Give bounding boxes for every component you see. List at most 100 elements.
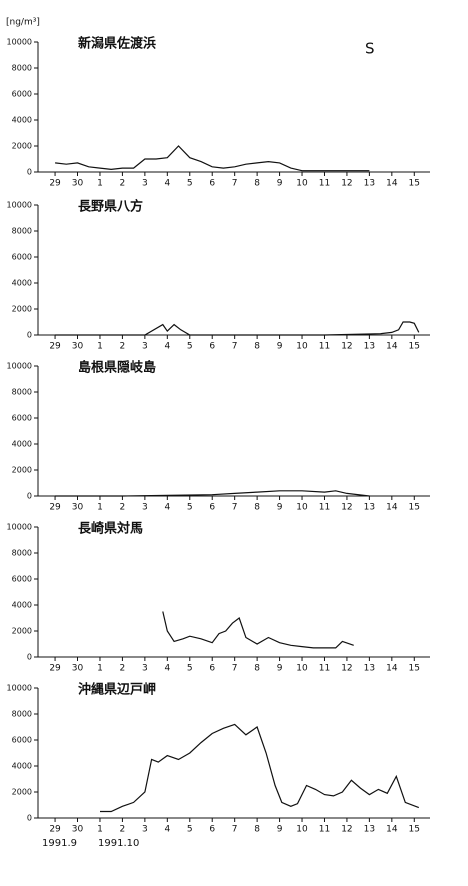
x-tick-label: 29 — [49, 825, 61, 835]
y-tick-label: 6000 — [12, 736, 32, 745]
x-tick-label: 14 — [386, 503, 398, 513]
x-tick-label: 13 — [364, 342, 375, 352]
x-tick-label: 1 — [97, 503, 103, 513]
x-tick-label: 1 — [97, 825, 103, 835]
x-tick-label: 30 — [72, 179, 84, 189]
y-tick-label: 8000 — [12, 549, 32, 558]
x-tick-label: 12 — [341, 179, 352, 189]
x-tick-label: 7 — [232, 342, 238, 352]
y-tick-label: 6000 — [12, 575, 32, 584]
y-tick-label: 6000 — [12, 414, 32, 423]
x-tick-label: 9 — [277, 179, 283, 189]
x-tick-label: 7 — [232, 503, 238, 513]
x-tick-label: 12 — [341, 825, 352, 835]
x-tick-label: 1 — [97, 179, 103, 189]
data-line — [55, 145, 370, 172]
chart-title: 島根県隠岐島 — [78, 360, 156, 376]
x-tick-label: 3 — [142, 825, 148, 835]
x-tick-label: 29 — [49, 503, 61, 513]
x-tick-label: 2 — [120, 503, 126, 513]
y-tick-label: 4000 — [12, 601, 32, 610]
x-tick-label: 4 — [164, 825, 170, 835]
x-tick-label: 11 — [319, 503, 330, 513]
x-tick-label: 11 — [319, 179, 330, 189]
x-tick-label: 30 — [72, 825, 84, 835]
x-tick-label: 15 — [409, 825, 420, 835]
x-tick-label: 15 — [409, 503, 420, 513]
y-tick-label: 8000 — [12, 388, 32, 397]
x-tick-label: 5 — [187, 179, 193, 189]
x-tick-label: 2 — [120, 664, 126, 674]
x-tick-label: 6 — [209, 342, 215, 352]
x-tick-label: 5 — [187, 825, 193, 835]
y-tick-label: 2000 — [12, 627, 32, 636]
y-tick-label: 0 — [27, 814, 32, 823]
x-tick-label: 10 — [296, 503, 308, 513]
x-tick-label: 13 — [364, 664, 375, 674]
x-tick-label: 13 — [364, 503, 375, 513]
annotation: S — [365, 40, 375, 58]
x-tick-label: 8 — [254, 664, 260, 674]
x-tick-label: 10 — [296, 179, 308, 189]
x-tick-label: 15 — [409, 179, 420, 189]
x-tick-label: 9 — [277, 342, 283, 352]
x-tick-label: 30 — [72, 503, 84, 513]
x-tick-label: 13 — [364, 179, 375, 189]
y-tick-label: 10000 — [7, 201, 32, 210]
y-tick-label: 2000 — [12, 142, 32, 151]
x-tick-label: 14 — [386, 825, 398, 835]
x-tick-label: 12 — [341, 664, 352, 674]
x-tick-label: 11 — [319, 664, 330, 674]
y-tick-label: 10000 — [7, 684, 32, 693]
chart-title: 新潟県佐渡浜 — [78, 36, 156, 52]
x-tick-label: 7 — [232, 664, 238, 674]
x-tick-label: 9 — [277, 503, 283, 513]
y-tick-label: 8000 — [12, 710, 32, 719]
y-tick-label: 6000 — [12, 90, 32, 99]
data-line — [55, 490, 370, 497]
x-tick-label: 12 — [341, 503, 352, 513]
x-tick-label: 6 — [209, 825, 215, 835]
x-tick-label: 14 — [386, 342, 398, 352]
x-tick-label: 12 — [341, 342, 352, 352]
x-tick-label: 6 — [209, 664, 215, 674]
x-tick-label: 2 — [120, 179, 126, 189]
y-tick-label: 8000 — [12, 227, 32, 236]
x-tick-label: 1 — [97, 342, 103, 352]
x-tick-label: 3 — [142, 664, 148, 674]
x-tick-label: 30 — [72, 664, 84, 674]
y-tick-label: 10000 — [7, 362, 32, 371]
x-tick-label: 8 — [254, 503, 260, 513]
x-tick-label: 11 — [319, 825, 330, 835]
date-label: 1991.10 — [98, 838, 139, 849]
y-tick-label: 6000 — [12, 253, 32, 262]
x-tick-label: 7 — [232, 179, 238, 189]
x-tick-label: 4 — [164, 664, 170, 674]
x-tick-label: 9 — [277, 825, 283, 835]
x-tick-label: 14 — [386, 179, 398, 189]
x-tick-label: 4 — [164, 342, 170, 352]
x-tick-label: 9 — [277, 664, 283, 674]
x-tick-label: 11 — [319, 342, 330, 352]
x-tick-label: 29 — [49, 179, 61, 189]
data-line — [55, 321, 420, 336]
x-tick-label: 2 — [120, 825, 126, 835]
x-tick-label: 7 — [232, 825, 238, 835]
x-tick-label: 10 — [296, 664, 308, 674]
x-tick-label: 10 — [296, 342, 308, 352]
data-line — [100, 723, 420, 813]
y-tick-label: 2000 — [12, 788, 32, 797]
x-tick-label: 6 — [209, 503, 215, 513]
chart-title: 長野県八方 — [78, 199, 143, 215]
y-tick-label: 8000 — [12, 64, 32, 73]
data-line — [162, 611, 354, 649]
x-tick-label: 29 — [49, 342, 61, 352]
x-tick-label: 6 — [209, 179, 215, 189]
y-tick-label: 4000 — [12, 279, 32, 288]
y-tick-label: 4000 — [12, 440, 32, 449]
x-tick-label: 2 — [120, 342, 126, 352]
y-tick-label: 2000 — [12, 305, 32, 314]
y-unit: [ng/m³] — [6, 18, 40, 28]
x-tick-label: 5 — [187, 503, 193, 513]
y-tick-label: 10000 — [7, 38, 32, 47]
